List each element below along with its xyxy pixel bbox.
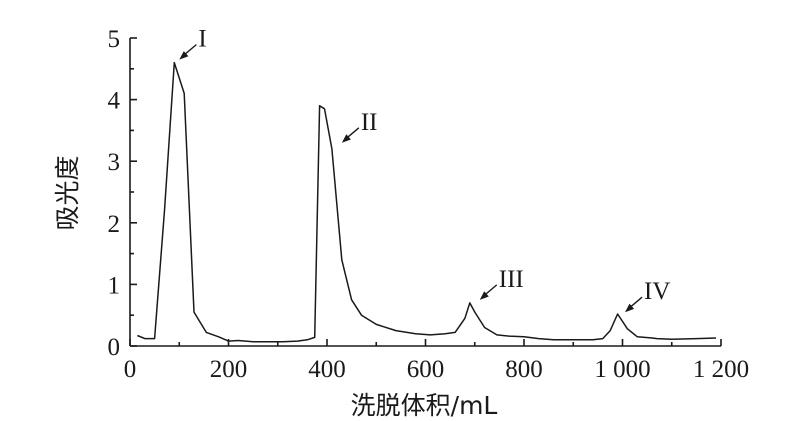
y-tick-label: 2 — [108, 211, 121, 238]
arrow-head — [341, 134, 351, 143]
x-tick-label: 1 200 — [693, 356, 749, 383]
x-tick-label: 600 — [407, 356, 445, 383]
x-tick-label: 800 — [505, 356, 543, 383]
x-tick-label: 400 — [308, 356, 346, 383]
x-tick-label: 0 — [124, 356, 137, 383]
axes: 0 1 2 3 4 5 0 200 400 600 800 1 000 1 200 — [108, 26, 750, 383]
y-tick-label: 3 — [108, 149, 121, 176]
peak-label: III — [499, 266, 524, 293]
y-tick-label: 5 — [108, 26, 121, 53]
y-tick-label: 4 — [108, 88, 121, 115]
arrow-head — [479, 291, 489, 300]
peak-label: IV — [644, 278, 670, 305]
y-axis-title: 吸光度 — [53, 155, 82, 230]
x-tick-label: 1 000 — [594, 356, 650, 383]
arrow-head — [179, 51, 189, 60]
arrow-head — [625, 303, 635, 313]
y-tick-label: 0 — [108, 334, 121, 361]
peak-label: II — [361, 109, 378, 136]
x-tick-label: 200 — [210, 356, 248, 383]
absorbance-line — [137, 61, 717, 343]
peak-label: I — [198, 26, 206, 53]
y-tick-label: 1 — [108, 272, 121, 299]
series-layer — [137, 61, 717, 343]
x-axis-title: 洗脱体积/mL — [351, 391, 498, 420]
